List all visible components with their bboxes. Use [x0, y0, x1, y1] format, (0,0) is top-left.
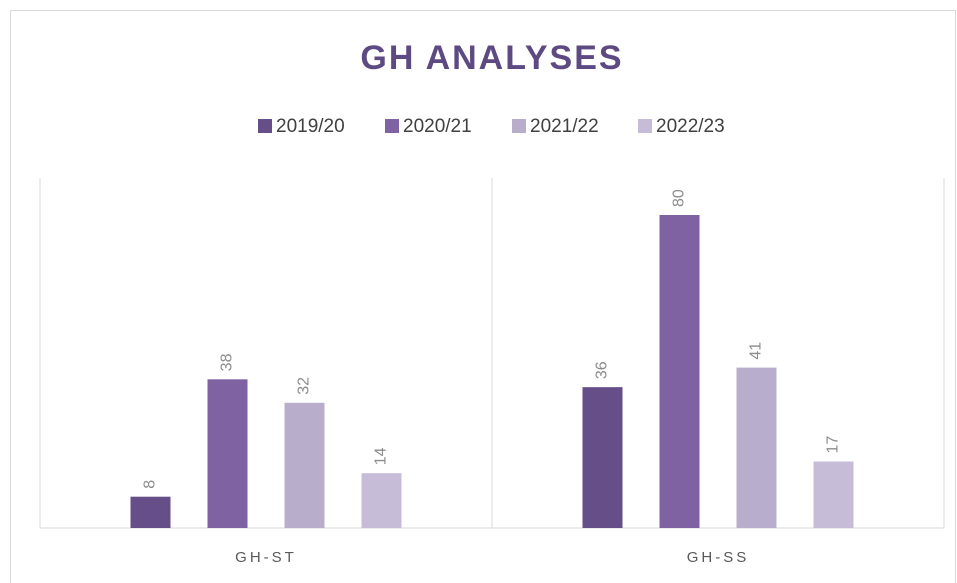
bar [130, 496, 171, 528]
legend-swatch [512, 119, 526, 133]
data-label: 8 [142, 480, 159, 489]
bar [284, 402, 325, 528]
x-tick-label: GH-ST [235, 549, 297, 566]
chart-border [10, 10, 956, 583]
data-label: 41 [748, 342, 765, 360]
legend-label: 2020/21 [403, 116, 472, 137]
chart-title: GH ANALYSES [360, 39, 623, 77]
data-label: 17 [825, 436, 842, 454]
legend-label: 2022/23 [656, 116, 725, 137]
legend-label: 2021/22 [530, 116, 599, 137]
data-label: 38 [219, 353, 236, 371]
bar [582, 387, 623, 528]
bar [813, 461, 854, 528]
x-tick-label: GH-SS [687, 549, 750, 566]
bar [736, 367, 777, 528]
data-label: 32 [296, 377, 313, 395]
data-label: 14 [373, 447, 390, 465]
legend-swatch [258, 119, 272, 133]
data-label: 36 [594, 361, 611, 379]
legend-swatch [385, 119, 399, 133]
bar [659, 215, 700, 528]
legend-label: 2019/20 [276, 116, 345, 137]
legend-swatch [638, 119, 652, 133]
bar [207, 379, 248, 528]
data-label: 80 [671, 189, 688, 207]
bar [361, 473, 402, 528]
